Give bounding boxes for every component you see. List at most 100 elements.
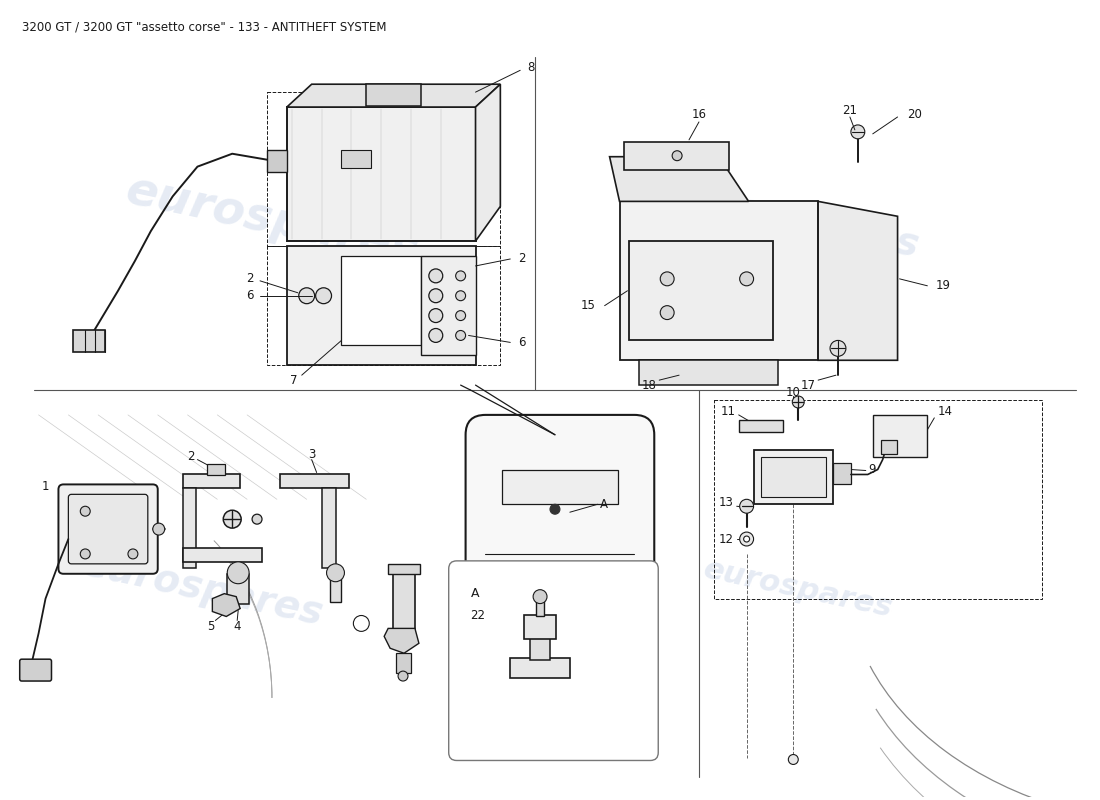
Bar (396, 654, 411, 673)
Circle shape (565, 668, 575, 678)
Polygon shape (475, 84, 500, 241)
Bar (393, 569, 415, 634)
Text: 20: 20 (908, 107, 923, 121)
Bar (625, 142, 728, 170)
Text: eurospares: eurospares (674, 177, 923, 266)
Bar (536, 598, 544, 617)
Bar (525, 615, 556, 639)
Circle shape (455, 330, 465, 341)
Bar (754, 450, 833, 504)
Polygon shape (384, 629, 419, 654)
Bar (503, 623, 617, 654)
FancyBboxPatch shape (58, 485, 157, 574)
Bar (872, 415, 927, 457)
Bar (366, 84, 421, 106)
Text: A: A (600, 498, 607, 510)
Circle shape (744, 536, 749, 542)
Bar (714, 400, 1042, 598)
Circle shape (398, 671, 408, 681)
FancyBboxPatch shape (68, 494, 147, 564)
Polygon shape (639, 360, 779, 385)
Text: 6: 6 (246, 290, 254, 302)
Circle shape (672, 150, 682, 161)
Bar (287, 107, 475, 241)
Bar (330, 574, 341, 602)
Bar (279, 474, 350, 488)
Circle shape (534, 590, 547, 603)
Text: eurospares: eurospares (121, 168, 422, 274)
Circle shape (429, 329, 442, 342)
Circle shape (830, 341, 846, 356)
Circle shape (128, 549, 138, 559)
Text: 17: 17 (801, 378, 816, 392)
Bar (208, 463, 226, 475)
Circle shape (316, 288, 331, 304)
Circle shape (739, 499, 754, 514)
FancyBboxPatch shape (465, 415, 654, 713)
Text: 9: 9 (868, 463, 876, 476)
Polygon shape (818, 202, 898, 360)
FancyBboxPatch shape (20, 659, 52, 681)
Circle shape (299, 288, 315, 304)
Text: 3200 GT / 3200 GT "assetto corse" - 133 - ANTITHEFT SYSTEM: 3200 GT / 3200 GT "assetto corse" - 133 … (22, 21, 386, 34)
Bar (183, 488, 197, 568)
Bar (833, 462, 851, 485)
Text: 7: 7 (290, 374, 297, 386)
Circle shape (851, 125, 865, 139)
Bar (321, 488, 336, 568)
Circle shape (80, 549, 90, 559)
Bar (183, 474, 240, 488)
Text: 8: 8 (527, 61, 535, 74)
Bar (629, 241, 773, 341)
Text: 2: 2 (187, 450, 195, 463)
Bar (267, 92, 500, 246)
Circle shape (455, 271, 465, 281)
Circle shape (550, 504, 560, 514)
Bar (267, 150, 287, 171)
Text: 2: 2 (246, 272, 254, 286)
Text: 2: 2 (518, 253, 526, 266)
Text: 1: 1 (42, 480, 50, 493)
Bar (881, 440, 896, 454)
Circle shape (429, 289, 442, 302)
Circle shape (550, 578, 560, 589)
Text: 19: 19 (935, 279, 950, 292)
Circle shape (789, 754, 799, 765)
Circle shape (153, 523, 165, 535)
Bar (388, 564, 420, 574)
Bar (341, 150, 372, 168)
Text: 22: 22 (471, 609, 485, 622)
Circle shape (792, 396, 804, 408)
Text: 4: 4 (233, 620, 241, 633)
Circle shape (739, 532, 754, 546)
Circle shape (228, 562, 249, 584)
Bar (183, 548, 262, 562)
Text: 16: 16 (692, 109, 706, 122)
Bar (287, 246, 475, 366)
Text: eurospares: eurospares (78, 545, 327, 633)
Bar (228, 574, 249, 603)
Bar (267, 246, 500, 366)
Text: eurospares: eurospares (701, 554, 895, 623)
Circle shape (455, 310, 465, 321)
Text: 3: 3 (308, 448, 316, 461)
Text: 11: 11 (720, 406, 736, 418)
Bar (530, 638, 550, 660)
Bar (510, 658, 570, 678)
Text: 10: 10 (785, 386, 801, 398)
Text: 12: 12 (718, 533, 734, 546)
Circle shape (660, 306, 674, 319)
Circle shape (739, 272, 754, 286)
Circle shape (327, 564, 344, 582)
Circle shape (252, 514, 262, 524)
Polygon shape (619, 202, 818, 360)
Polygon shape (609, 157, 749, 202)
FancyBboxPatch shape (449, 561, 658, 761)
Bar (421, 256, 475, 355)
Circle shape (429, 269, 442, 283)
Text: A: A (471, 586, 480, 600)
Polygon shape (212, 594, 240, 617)
Circle shape (455, 290, 465, 301)
Circle shape (660, 272, 674, 286)
Text: 13: 13 (718, 496, 734, 509)
